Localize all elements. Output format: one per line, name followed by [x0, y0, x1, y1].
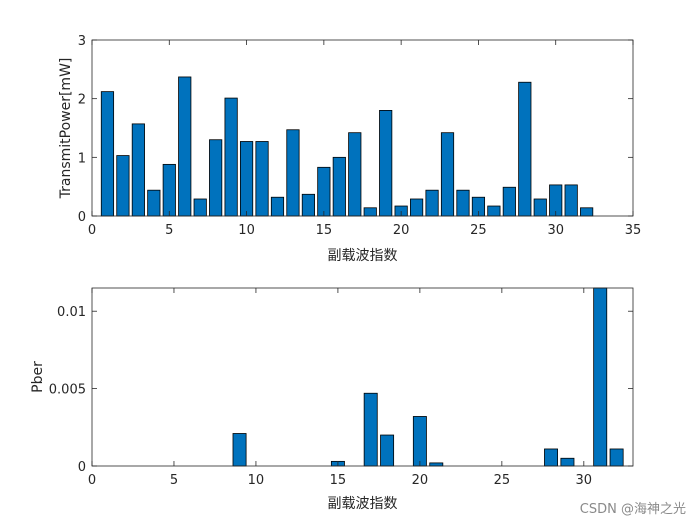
x-tick-label: 5: [170, 473, 178, 488]
y-tick-label: 0.01: [57, 305, 86, 320]
bar: [609, 448, 624, 467]
bar: [564, 184, 578, 217]
watermark-text: CSDN @海神之光: [579, 502, 686, 517]
bar: [286, 129, 300, 217]
bar: [425, 189, 439, 217]
bar: [270, 196, 285, 217]
y-tick-label: 0.005: [49, 383, 86, 398]
x-tick-label: 20: [412, 473, 429, 488]
y-tick-label: 0: [78, 460, 86, 475]
bar: [239, 141, 254, 217]
x-tick-label: 5: [165, 223, 173, 238]
bar: [429, 462, 444, 467]
bar: [301, 193, 315, 217]
bar: [193, 198, 207, 217]
bar: [147, 189, 161, 217]
y-tick-label: 2: [78, 93, 86, 108]
x-tick-label: 10: [238, 223, 255, 238]
bar: [456, 189, 470, 217]
chart-panel-2: 0 5 10 15 20 25 30 0 0.005 0.01 副载波指数 Pber: [30, 287, 634, 512]
y-tick-label: 1: [78, 151, 86, 166]
bar: [560, 457, 575, 467]
bar: [255, 141, 269, 217]
bar: [116, 155, 130, 217]
x-axis-label: 副载波指数: [328, 496, 398, 512]
bar: [100, 91, 115, 217]
bar: [518, 81, 532, 217]
x-tick-label: 15: [330, 473, 347, 488]
x-tick-label: 35: [625, 223, 642, 238]
bar: [580, 207, 594, 217]
x-tick-label: 30: [547, 223, 564, 238]
bar: [232, 433, 247, 467]
x-tick-label: 25: [470, 223, 487, 238]
x-tick-label: 20: [393, 223, 410, 238]
bar: [178, 76, 192, 217]
x-tick-label: 25: [494, 473, 511, 488]
bar: [332, 156, 346, 217]
y-axis-label: TransmitPower[mW]: [58, 58, 74, 200]
y-tick-label: 3: [78, 34, 86, 49]
bar: [502, 186, 516, 217]
bar: [162, 163, 176, 217]
bar: [209, 139, 223, 217]
x-axis-label: 副载波指数: [328, 248, 398, 264]
bar: [363, 207, 377, 217]
bar: [348, 132, 362, 217]
x-tick-label: 0: [88, 473, 96, 488]
x-tick-label: 0: [88, 223, 96, 238]
y-axis-label: Pber: [30, 361, 46, 393]
bar: [131, 123, 145, 217]
x-tick-label: 10: [248, 473, 265, 488]
bar: [593, 287, 608, 467]
bar: [487, 205, 501, 217]
bar: [412, 416, 427, 467]
axes-box: [91, 287, 634, 467]
bar: [363, 392, 378, 467]
bar: [224, 97, 238, 217]
bar: [317, 166, 331, 217]
y-tick-label: 0: [78, 210, 86, 225]
x-tick-label: 30: [576, 473, 593, 488]
chart-panel-1: 0 5 10 15 20 25 30 35 0 1 2 3 副载波指数 TransmitPower[mW]: [58, 34, 641, 264]
bar: [379, 110, 393, 217]
bar: [533, 198, 547, 217]
bar: [410, 198, 424, 217]
bar: [544, 448, 558, 467]
axes-box: [91, 39, 634, 217]
bar: [380, 434, 395, 467]
x-tick-label: 15: [316, 223, 333, 238]
bar: [440, 132, 455, 217]
